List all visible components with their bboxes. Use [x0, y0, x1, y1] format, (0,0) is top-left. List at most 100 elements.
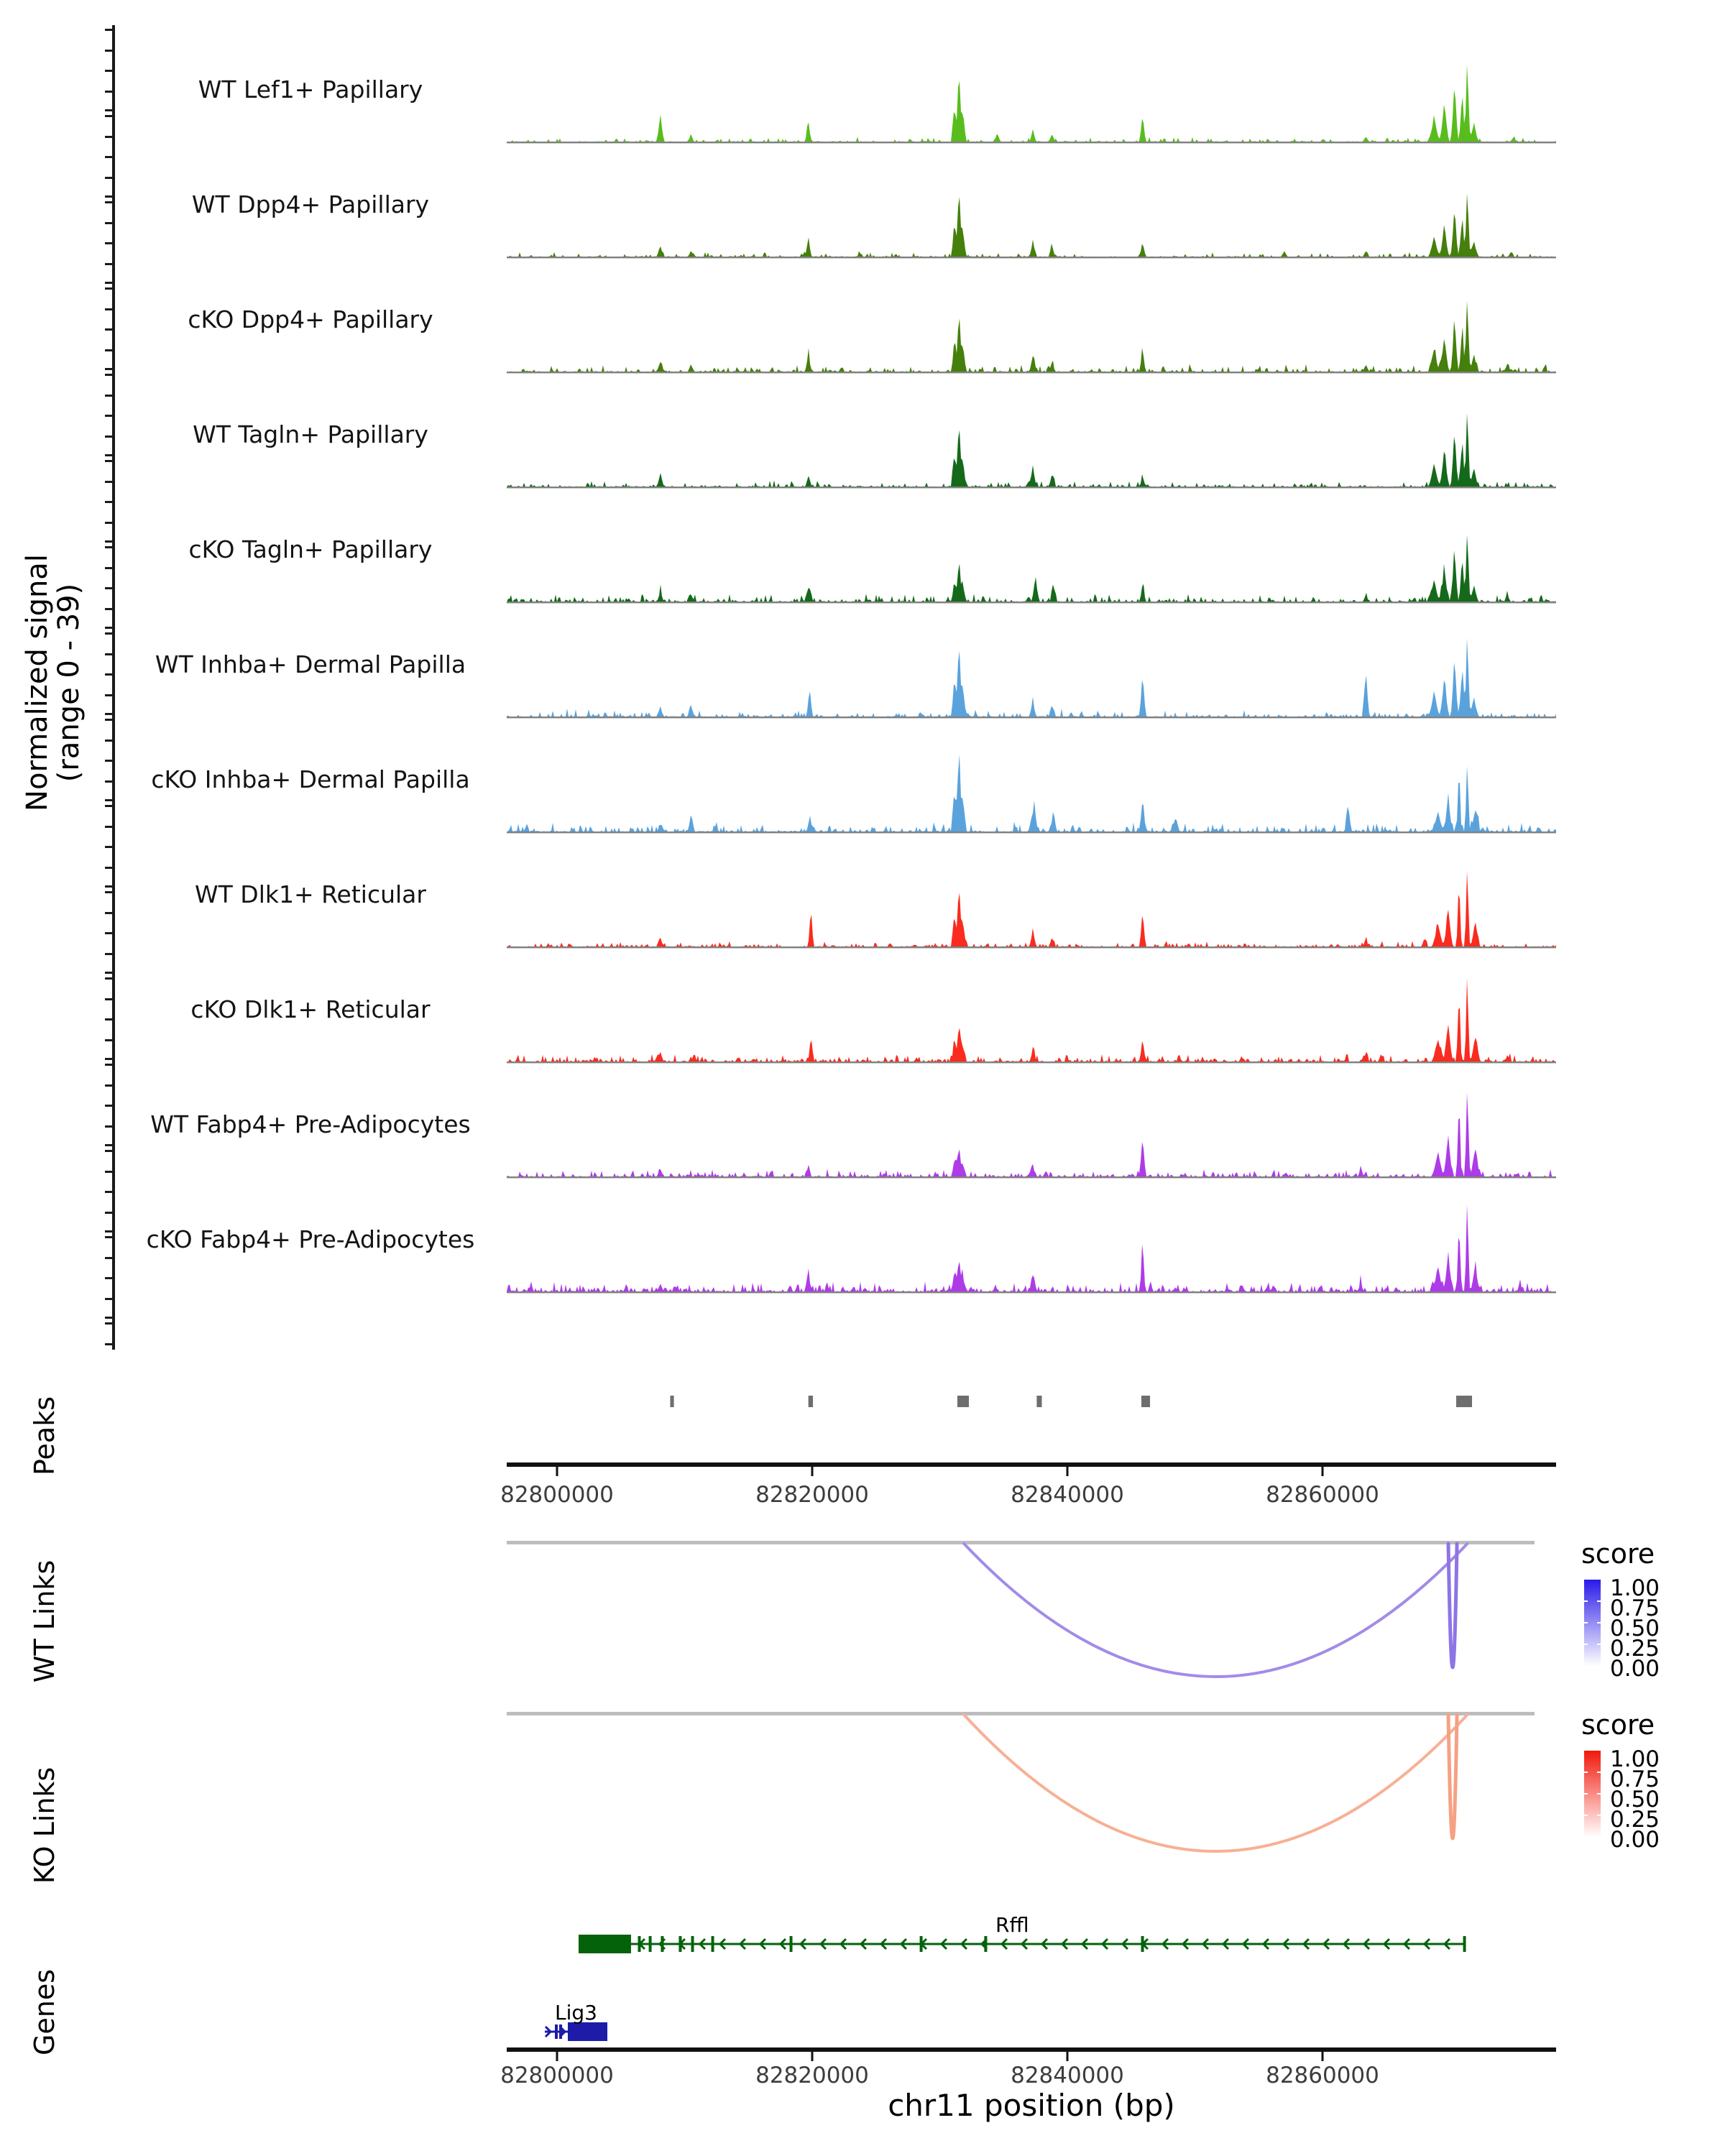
signal-track-baseline: [507, 487, 1556, 489]
signal-track-area: [507, 1092, 1556, 1177]
ko-score-legend-bar-tick: [1597, 1772, 1601, 1773]
signal-y-axis-tick: [105, 349, 112, 351]
gene-strand-arrow: [1040, 1938, 1049, 1950]
gene-strand-arrow: [698, 1938, 707, 1950]
signal-y-axis-tick: [105, 91, 112, 93]
signal-y-axis-tick: [105, 501, 112, 503]
gene-strand-arrow: [1080, 1938, 1089, 1950]
signal-y-axis-tick: [105, 1317, 112, 1319]
wt-score-legend-bar-tick: [1584, 1600, 1588, 1602]
ko-link-arc: [1446, 1713, 1459, 1841]
y-axis-label-line2: (range 0 - 39): [52, 583, 86, 783]
signal-y-axis-tick: [105, 436, 112, 438]
signal-y-axis-tick: [105, 460, 112, 462]
track-label: WT Dpp4+ Papillary: [191, 190, 430, 218]
peak-interval-box: [1141, 1396, 1151, 1407]
ko-score-legend-bar-tick: [1597, 1793, 1601, 1795]
signal-track-area: [507, 1204, 1556, 1292]
gene-strand-arrow: [960, 1938, 968, 1950]
gene-body-line: [630, 1943, 1466, 1945]
gene-strand-arrow: [738, 1938, 747, 1950]
genomic-axis-tick: [556, 1467, 558, 1476]
peak-interval-box: [808, 1396, 814, 1407]
signal-y-axis-tick: [105, 891, 112, 893]
signal-y-axis-tick: [105, 1171, 112, 1173]
signal-y-axis-tick: [105, 540, 112, 543]
ko-link-arc: [962, 1713, 1469, 1853]
signal-y-axis-tick: [105, 780, 112, 783]
gene-strand-arrow: [879, 1938, 888, 1950]
signal-y-axis-tick: [105, 1298, 112, 1300]
track-label: WT Fabp4+ Pre-Adipocytes: [150, 1110, 471, 1138]
signal-track-baseline: [507, 831, 1556, 834]
signal-track-area: [507, 535, 1556, 602]
gene-strand-arrow: [778, 1938, 787, 1950]
ko-score-legend-bar-tick: [1584, 1815, 1588, 1816]
signal-track-baseline: [507, 602, 1556, 604]
signal-y-axis-tick: [105, 242, 112, 244]
signal-track-area: [507, 871, 1556, 947]
wt-score-legend-tick: 0.50: [1610, 1616, 1660, 1641]
gene-exon-tick: [1141, 1936, 1144, 1952]
genomic-axis-tick: [1066, 2052, 1069, 2061]
gene-strand-arrow: [1181, 1938, 1190, 1950]
gene-exon-tick: [984, 1936, 988, 1952]
signal-y-axis-tick: [105, 222, 112, 224]
genomic-axis-tick: [1321, 1467, 1324, 1476]
wt-score-legend-tick: 0.00: [1610, 1656, 1660, 1682]
genomic-axis-tick: [811, 1467, 814, 1476]
signal-y-axis-tick: [105, 805, 112, 807]
gene-strand-arrow: [1282, 1938, 1290, 1950]
wt-score-legend-title: score: [1581, 1538, 1655, 1570]
track-label: cKO Tagln+ Papillary: [188, 535, 433, 563]
signal-y-axis-tick: [105, 760, 112, 762]
track-label: cKO Dlk1+ Reticular: [190, 995, 431, 1023]
gene-strand-arrow: [1322, 1938, 1330, 1950]
ko-score-legend-bar-tick: [1584, 1772, 1588, 1773]
peak-interval-box: [957, 1396, 969, 1407]
ko-score-legend-tick: 0.25: [1610, 1807, 1660, 1833]
signal-y-axis-spine: [112, 25, 115, 1350]
gene-strand-arrow: [939, 1938, 948, 1950]
signal-y-axis-tick: [105, 546, 112, 548]
signal-track-baseline: [507, 372, 1556, 374]
axis-tick-label: 82800000: [500, 1482, 614, 1508]
signal-y-axis-tick: [105, 972, 112, 974]
gene-strand-arrow: [758, 1938, 767, 1950]
signal-y-axis-tick: [105, 287, 112, 290]
y-axis-label-line1: Normalized signal: [21, 554, 54, 811]
signal-y-axis-tick: [105, 826, 112, 828]
signal-y-axis-tick: [105, 912, 112, 914]
signal-track-area: [507, 978, 1556, 1062]
wt-score-legend-tick: 1.00: [1610, 1575, 1660, 1601]
signal-y-axis-tick: [105, 885, 112, 888]
gene-strand-arrow: [1261, 1938, 1270, 1950]
signal-y-axis-tick: [105, 454, 112, 456]
wt-score-legend-bar-tick: [1584, 1622, 1588, 1623]
signal-y-axis-tick: [105, 1105, 112, 1107]
track-label: WT Tagln+ Papillary: [193, 420, 428, 448]
signal-track-area: [507, 193, 1556, 257]
signal-y-axis-tick: [105, 368, 112, 370]
gene-strand-arrow: [1402, 1938, 1411, 1950]
signal-y-axis-tick: [105, 109, 112, 111]
wt-score-legend-bar-tick: [1597, 1600, 1601, 1602]
gene-strand-arrow: [1241, 1938, 1250, 1950]
signal-y-axis-tick: [105, 374, 112, 376]
wt-link-arc: [962, 1542, 1469, 1678]
ko-score-legend-bar: [1584, 1751, 1601, 1837]
signal-y-axis-tick: [105, 1064, 112, 1066]
signal-track-baseline: [507, 1176, 1556, 1179]
signal-y-axis-tick: [105, 799, 112, 801]
wt-score-legend-tick: 0.25: [1610, 1636, 1660, 1662]
axis-tick-label: 82820000: [755, 1482, 869, 1508]
section-label-ko-links: KO Links: [29, 1766, 60, 1884]
ko-links-panel-line: [507, 1712, 1535, 1715]
gene-strand-arrow: [899, 1938, 908, 1950]
wt-link-arc: [1446, 1542, 1459, 1669]
signal-y-axis-tick: [105, 953, 112, 955]
gene-exon-tick: [661, 1936, 664, 1952]
gene-label-lig3: Lig3: [555, 2001, 597, 2024]
signal-track-baseline: [507, 142, 1556, 144]
gene-strand-arrow: [1342, 1938, 1351, 1950]
